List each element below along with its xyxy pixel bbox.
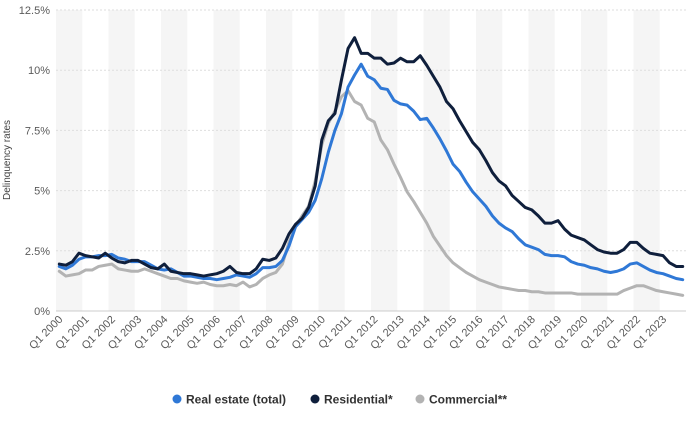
y-axis-title: Delinquency rates [2, 120, 13, 200]
year-band [213, 10, 240, 311]
year-band [318, 10, 345, 311]
series-lines [57, 36, 685, 297]
year-bands [56, 10, 660, 311]
legend-marker [415, 394, 425, 404]
series-line-real-estate [57, 62, 685, 282]
year-band [476, 10, 503, 311]
year-band [581, 10, 608, 311]
legend-marker [172, 394, 182, 404]
legend[interactable]: Real estate (total) Residential* Commercia… [172, 393, 508, 407]
year-band [161, 10, 188, 311]
y-axis-ticks: 0% 2.5% 5% 7.5% 10% 12.5% [19, 5, 50, 318]
year-band [423, 10, 450, 311]
series-line-residential [57, 36, 685, 278]
y-tick-label: 5% [34, 186, 50, 198]
legend-marker [310, 394, 320, 404]
y-tick-label: 2.5% [25, 246, 50, 258]
legend-label: Commercial** [429, 393, 507, 407]
gridlines [56, 9, 686, 312]
y-tick-label: 0% [34, 306, 50, 318]
year-band [633, 10, 660, 311]
legend-label: Residential* [324, 393, 393, 407]
y-tick-label: 12.5% [19, 5, 50, 17]
year-band [528, 10, 555, 311]
series-line-commercial [57, 89, 685, 297]
y-tick-label: 7.5% [25, 125, 50, 137]
y-tick-label: 10% [28, 65, 50, 77]
legend-label: Real estate (total) [186, 393, 286, 407]
